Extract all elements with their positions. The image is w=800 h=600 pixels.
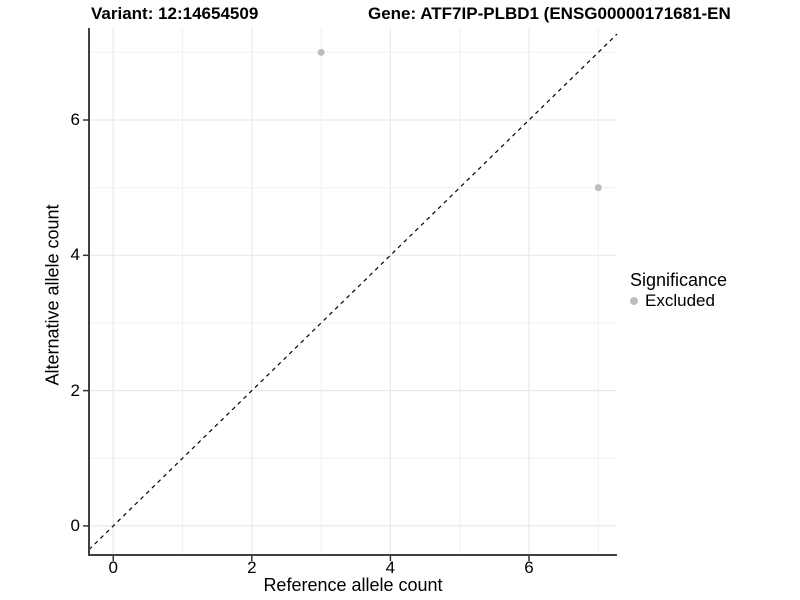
y-tick-label: 6 xyxy=(70,110,80,129)
excluded-point-icon xyxy=(630,296,638,305)
legend-title: Significance xyxy=(630,270,728,290)
x-tick-label: 6 xyxy=(524,558,534,577)
variant-title: Variant: 12:14654509 xyxy=(91,4,259,23)
legend-item-excluded: Excluded xyxy=(630,290,727,311)
x-axis-title: Reference allele count xyxy=(263,575,443,595)
data-point xyxy=(317,48,325,56)
legend: Significance Excluded xyxy=(630,270,727,311)
y-axis-title: Alternative allele count xyxy=(42,204,63,386)
x-tick-label: 2 xyxy=(247,558,257,577)
legend-item-label: Excluded xyxy=(645,291,715,310)
gene-title: Gene: ATF7IP-PLBD1 (ENSG00000171681-EN xyxy=(368,4,731,23)
x-tick-label: 0 xyxy=(108,558,118,577)
data-point xyxy=(594,184,602,192)
y-tick-label: 2 xyxy=(70,380,80,400)
y-tick-label: 0 xyxy=(70,515,80,535)
identity-line xyxy=(88,33,618,551)
x-tick-label: 4 xyxy=(385,558,396,577)
y-tick-label: 4 xyxy=(70,245,80,265)
